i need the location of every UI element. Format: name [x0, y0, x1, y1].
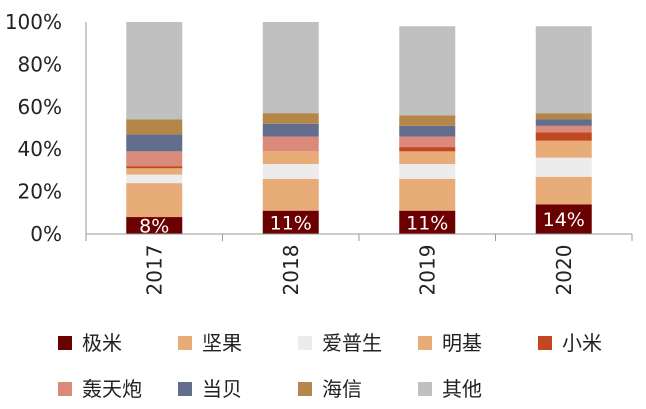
y-tick-label: 60% [18, 95, 62, 119]
legend-label: 极米 [82, 331, 122, 355]
bar-segment [262, 22, 319, 114]
bar-segment [535, 132, 592, 141]
y-axis-ticks: 0% 20% 40% 60% 80% 100% [5, 10, 62, 246]
bar-segment [399, 125, 456, 137]
bar-segment [535, 204, 592, 234]
y-tick-label: 0% [30, 222, 62, 246]
bar-segment [535, 125, 592, 133]
legend-swatch [538, 336, 552, 350]
legend-label: 其他 [442, 377, 482, 401]
y-tick-label: 100% [5, 10, 62, 34]
legend-label: 明基 [442, 331, 482, 355]
bar-segment [126, 168, 183, 175]
bar-segment [535, 157, 592, 177]
legend-swatch [58, 336, 72, 350]
legend-label: 爱普生 [322, 331, 382, 355]
bar-segment [126, 174, 183, 184]
x-axis-labels: 2017 2018 2019 2020 [142, 245, 576, 296]
bar-segment [126, 217, 183, 234]
y-tick-label: 20% [18, 180, 62, 204]
x-category-label: 2020 [552, 245, 576, 296]
bar-segment [399, 147, 456, 152]
legend-swatch [58, 382, 72, 396]
data-labels: 8% 11% 11% 14% [139, 209, 585, 237]
bar-segment [262, 123, 319, 137]
bar-segment [126, 134, 183, 152]
data-label: 11% [406, 212, 448, 234]
bar-segment [535, 140, 592, 158]
legend-label: 坚果 [202, 331, 242, 355]
data-label: 14% [543, 209, 585, 231]
legend-swatch [418, 336, 432, 350]
legend-swatch [178, 336, 192, 350]
bar-segment [262, 210, 319, 234]
x-category-label: 2017 [142, 245, 166, 296]
bar-segment [126, 22, 183, 120]
bar-segment [399, 115, 456, 126]
bar-segment [535, 119, 592, 126]
bar-segment [262, 136, 319, 152]
bar-segment [399, 26, 456, 116]
bar-segment [262, 178, 319, 211]
legend-label: 当贝 [202, 377, 242, 401]
y-tick-label: 40% [18, 137, 62, 161]
x-category-label: 2018 [279, 245, 303, 296]
bar-segment [535, 176, 592, 205]
legend-swatch [298, 336, 312, 350]
bar-segment [399, 178, 456, 211]
legend-label: 轰天炮 [82, 377, 142, 401]
bar-segment [262, 151, 319, 165]
bar-segment [126, 183, 183, 218]
bar-segment [399, 136, 456, 148]
x-category-label: 2019 [415, 245, 439, 296]
bar-segment [126, 119, 183, 135]
legend-swatch [298, 382, 312, 396]
data-label: 11% [270, 212, 312, 234]
bar-segment [262, 113, 319, 124]
legend-label: 海信 [322, 377, 362, 401]
bar-segment [126, 151, 183, 167]
bar-segment [399, 210, 456, 234]
y-tick-label: 80% [18, 52, 62, 76]
legend-swatch [418, 382, 432, 396]
axes [85, 22, 633, 241]
bars [126, 22, 592, 234]
data-label: 8% [139, 216, 169, 238]
bar-segment [535, 26, 592, 114]
bar-segment [535, 113, 592, 120]
bar-segment [399, 151, 456, 165]
legend-label: 小米 [562, 331, 602, 355]
legend-swatch [178, 382, 192, 396]
bar-segment [126, 166, 183, 169]
bar-segment [262, 164, 319, 179]
bar-segment [399, 164, 456, 179]
